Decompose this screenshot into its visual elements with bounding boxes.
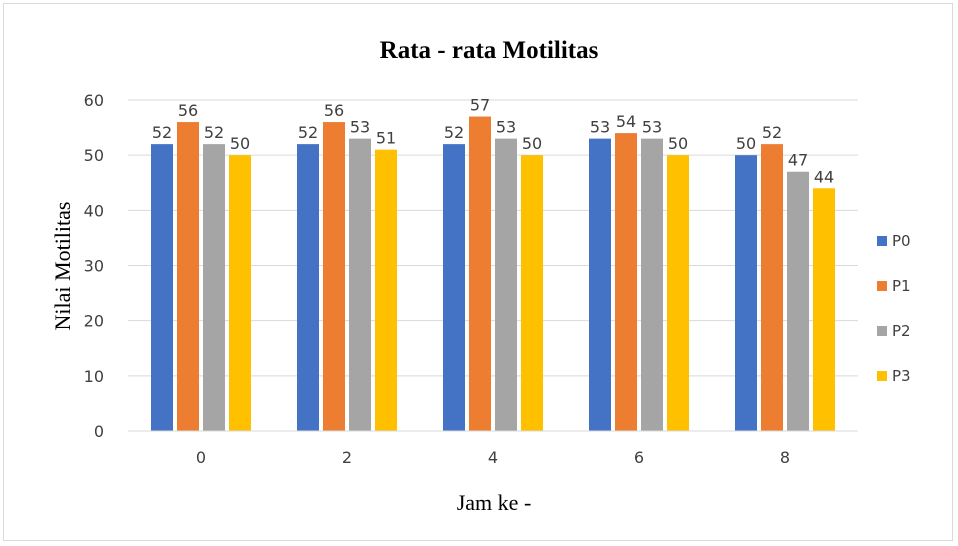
y-tick-label: 60 [84,91,104,110]
y-tick-label: 0 [94,422,104,441]
data-label: 52 [152,123,172,142]
bar-p0 [589,138,611,431]
data-label: 52 [298,123,318,142]
bar-p1 [177,122,199,432]
x-tick-label: 4 [488,448,498,467]
y-axis-ticks: 0 10 20 30 40 50 60 [84,91,104,441]
legend-swatch-p1 [877,281,887,291]
legend-label: P3 [892,367,911,385]
x-tick-label: 2 [342,448,352,467]
y-tick-label: 20 [84,312,104,331]
data-label: 47 [788,151,808,170]
data-label: 52 [762,123,782,142]
legend-label: P0 [892,232,911,250]
data-label: 53 [642,118,662,137]
data-label: 52 [204,123,224,142]
bar-p3 [229,155,251,431]
bar-p0 [735,155,757,431]
x-tick-label: 8 [780,448,790,467]
legend-label: P1 [892,277,911,295]
bar-p2 [349,138,371,431]
y-tick-label: 30 [84,257,104,276]
data-label: 54 [616,112,636,131]
data-label: 50 [668,134,688,153]
bar-p0 [297,144,319,431]
legend-swatch-p2 [877,326,887,336]
data-label: 53 [590,118,610,137]
chart-title: Rata - rata Motilitas [380,37,599,64]
y-tick-label: 50 [84,146,104,165]
legend-label: P2 [892,322,911,340]
bar-p3 [375,149,397,431]
y-axis-title: Nilai Motilitas [50,202,75,331]
x-tick-label: 0 [196,448,206,467]
data-label: 51 [376,129,396,148]
bar-p2 [203,144,225,431]
bar-p1 [469,116,491,432]
data-label: 56 [178,101,198,120]
data-label: 56 [324,101,344,120]
data-label: 50 [522,134,542,153]
bar-p1 [323,122,345,432]
bar-p0 [443,144,465,431]
data-label: 44 [814,167,834,186]
data-label: 53 [350,118,370,137]
bar-p0 [151,144,173,431]
x-axis-ticks: 0 2 4 6 8 [196,448,790,467]
data-labels: 52 56 52 50 52 56 53 51 52 57 53 50 53 54 53 50 50 52 47 44 [152,96,834,187]
bar-p1 [615,133,637,431]
data-label: 57 [470,96,490,115]
legend-swatch-p3 [877,371,887,381]
x-tick-label: 6 [634,448,644,467]
data-label: 52 [444,123,464,142]
legend: P0 P1 P2 P3 [877,232,911,385]
data-label: 50 [736,134,756,153]
legend-swatch-p0 [877,236,887,246]
bar-p3 [521,155,543,431]
data-label: 53 [496,118,516,137]
x-axis-title: Jam ke - [457,490,532,515]
y-tick-label: 10 [84,367,104,386]
data-label: 50 [230,134,250,153]
bar-p3 [667,155,689,431]
bar-p1 [761,144,783,431]
y-tick-label: 40 [84,201,104,220]
bar-p2 [495,138,517,431]
bar-p2 [641,138,663,431]
bars [151,116,835,432]
bar-p2 [787,171,809,431]
bar-p3 [813,188,835,431]
